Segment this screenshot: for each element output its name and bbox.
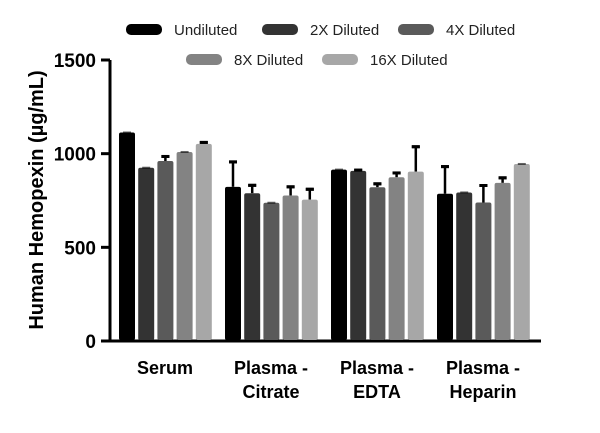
bar-undiluted [225,186,241,340]
legend-label: 2X Diluted [310,22,379,39]
legend-swatch [186,54,222,65]
bar-8x-diluted [282,195,299,340]
bar-16x-diluted [407,171,424,340]
x-tick-label: Plasma - [234,358,308,378]
legend-swatch [398,24,434,35]
bar-16x-diluted [513,163,530,340]
legend-label: Undiluted [174,22,237,39]
bar-undiluted [119,132,135,340]
x-tick-label: EDTA [353,382,401,402]
bar-16x-diluted [195,143,212,340]
bar-8x-diluted [494,182,511,340]
x-tick-label: Serum [137,358,193,378]
legend-swatch [126,24,162,35]
legend-label: 4X Diluted [446,22,515,39]
bar-undiluted [331,169,347,340]
y-tick-label: 1000 [54,145,96,166]
bar-2x-diluted [456,192,473,340]
bar-2x-diluted [244,193,261,340]
bar-8x-diluted [388,177,405,340]
y-axis-label: Human Hemopexin (µg/mL) [26,70,48,329]
bar-4x-diluted [263,202,280,340]
bar-4x-diluted [369,187,386,340]
bar-4x-diluted [157,160,174,340]
x-tick-label: Plasma - [446,358,520,378]
legend-label: 8X Diluted [234,52,303,69]
y-tick-label: 1500 [54,51,96,72]
bar-8x-diluted [176,151,193,340]
bar-2x-diluted [138,167,155,340]
legend-swatch [322,54,358,65]
y-tick-label: 0 [85,332,96,353]
x-tick-label: Heparin [449,382,516,402]
bar-16x-diluted [301,199,318,340]
x-tick-label: Plasma - [340,358,414,378]
bar-undiluted [437,193,453,340]
y-tick-label: 500 [64,238,96,259]
bar-2x-diluted [350,170,367,340]
legend-label: 16X Diluted [370,52,448,69]
bar-4x-diluted [475,202,492,340]
x-tick-label: Citrate [242,382,299,402]
legend-swatch [262,24,298,35]
